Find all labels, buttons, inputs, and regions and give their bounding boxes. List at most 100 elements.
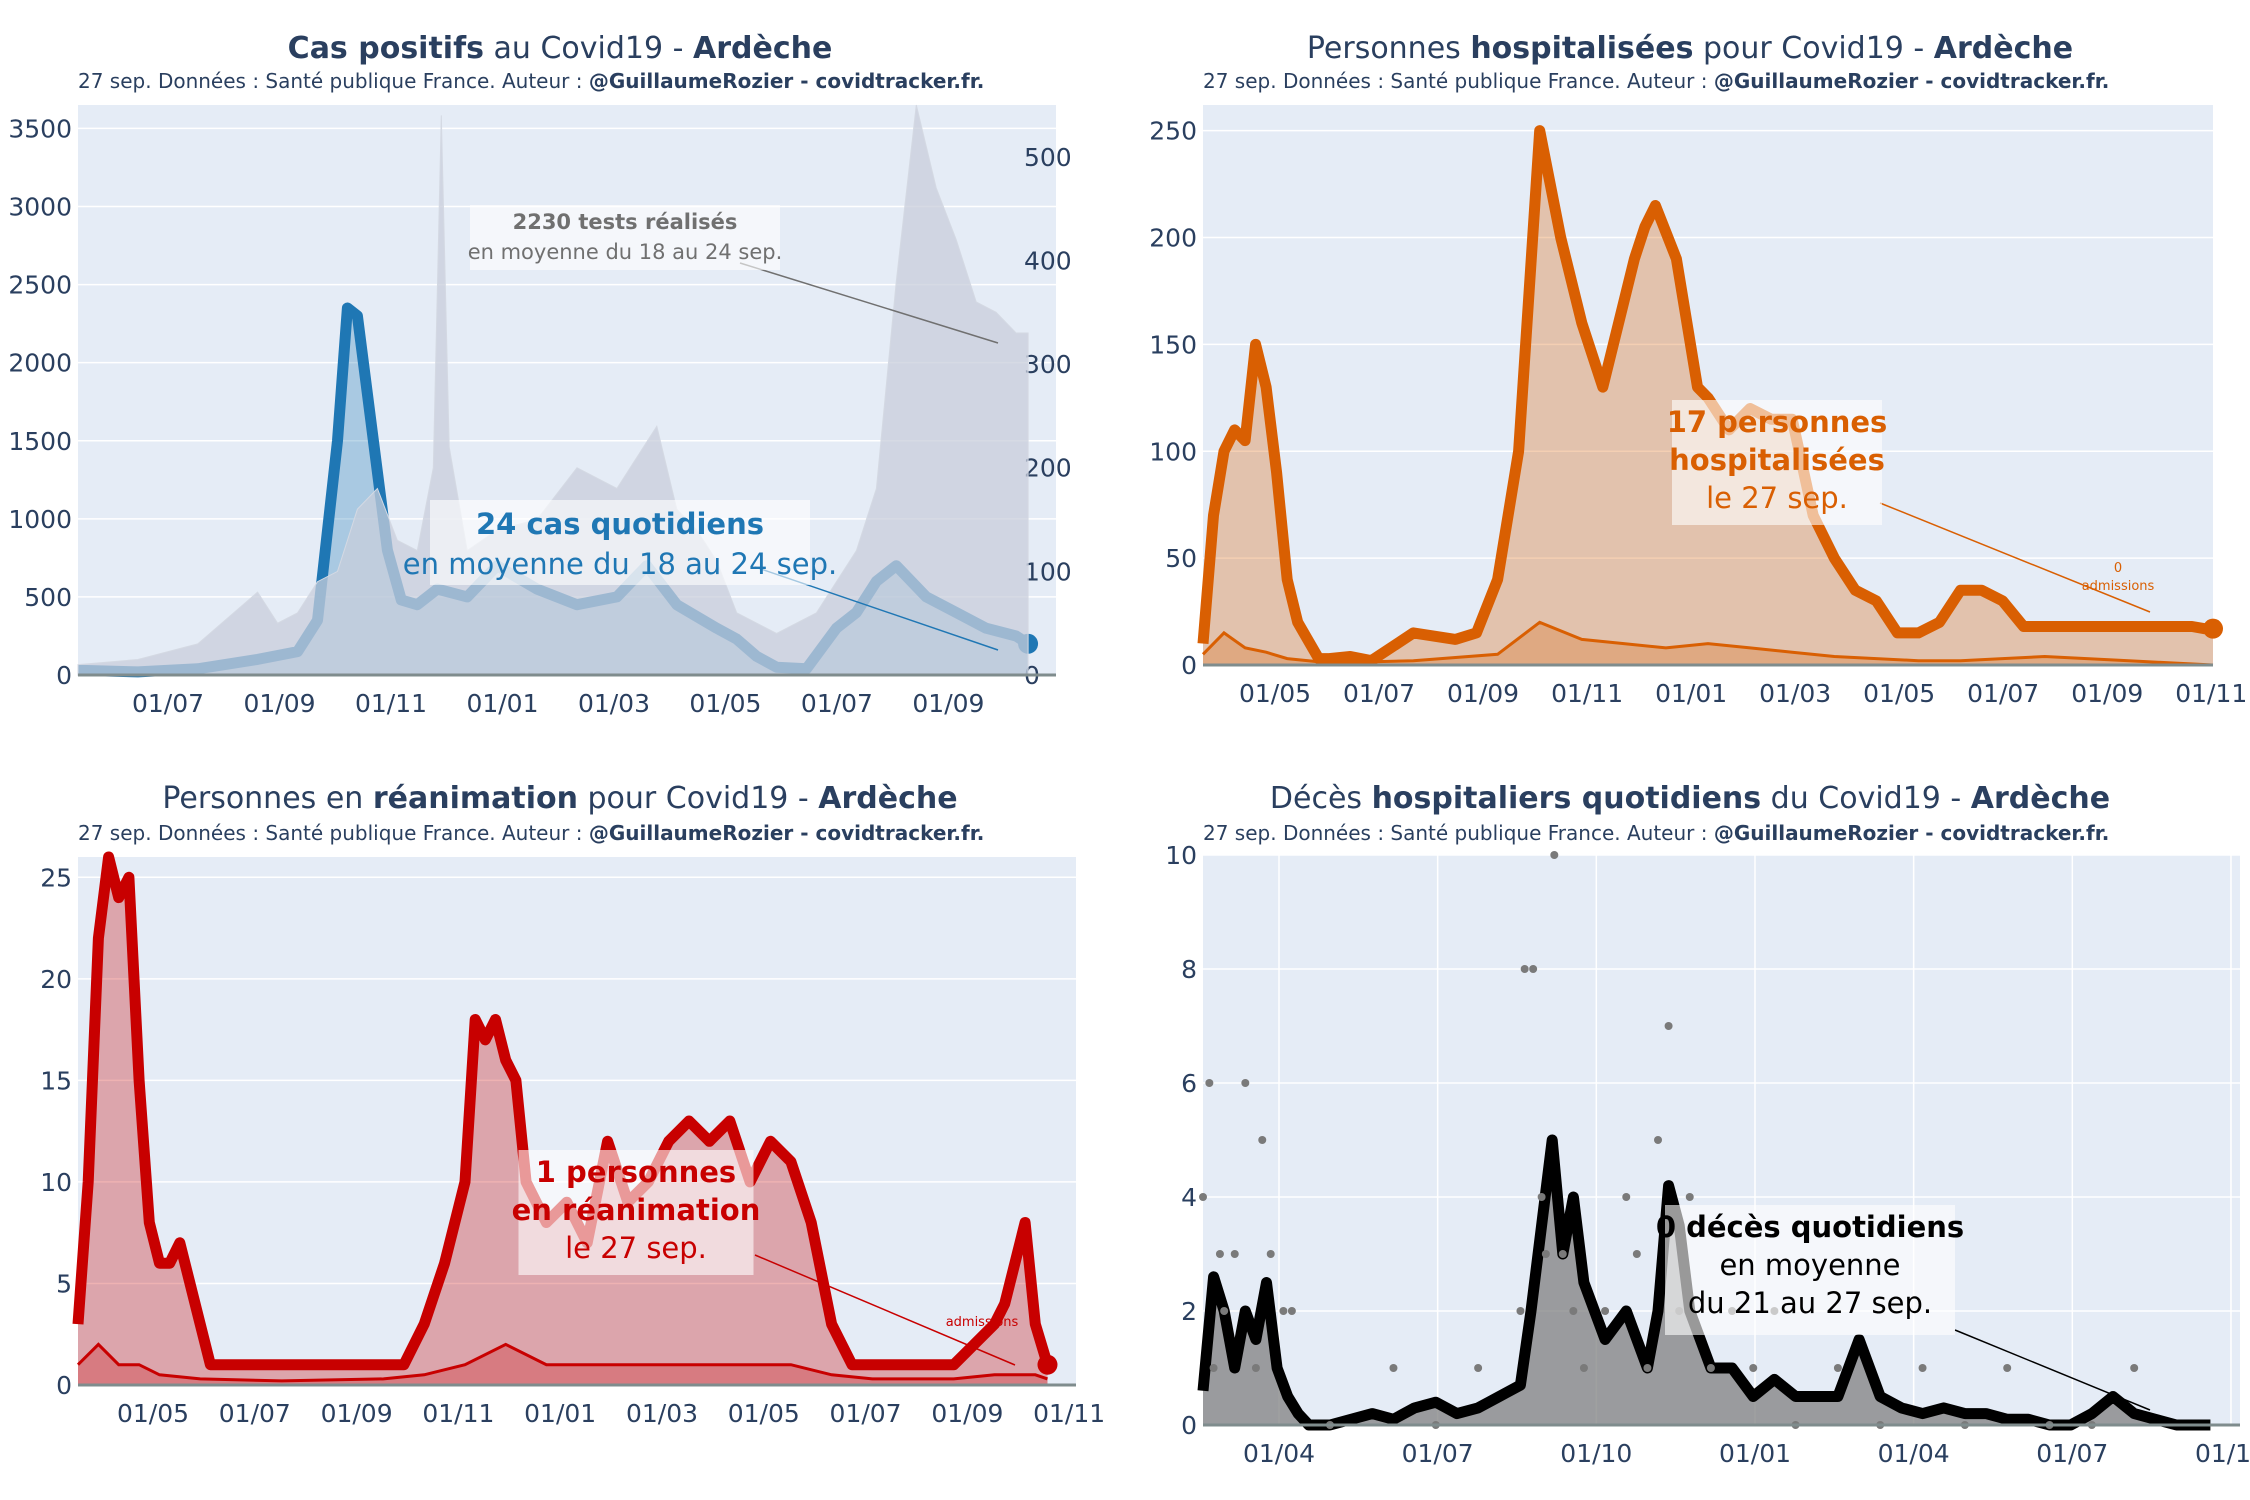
x-tick-label: 01/11 (2175, 679, 2247, 708)
annotation-text: admissions (946, 1315, 1019, 1330)
title-part: hospitaliers quotidiens (1372, 781, 1762, 816)
series-line (72, 851, 1053, 1371)
death-point (1654, 1136, 1663, 1144)
x-tick-label: 01/07 (801, 689, 873, 718)
death-point (1643, 1364, 1652, 1372)
y-tick-label: 1000 (8, 505, 72, 534)
chart-deces: Décès hospitaliers quotidiens du Covid19… (1165, 781, 2250, 1468)
y-tick-label: 5 (56, 1269, 72, 1298)
title-part: Ardèche (693, 31, 832, 66)
title-part: Cas positifs (288, 31, 484, 66)
death-point (1749, 1364, 1758, 1372)
title-part: Décès (1270, 781, 1372, 816)
annotation-text: 0 (2114, 561, 2122, 576)
y-tick-label: 10 (40, 1168, 72, 1197)
death-point (1550, 851, 1559, 859)
y-tick-label: 250 (1149, 117, 1197, 146)
source-line: 27 sep. Données : Santé publique France.… (1203, 69, 2109, 93)
x-tick-label: 01/09 (2071, 679, 2143, 708)
y-tick-label: 25 (40, 863, 72, 892)
x-tick-label: 01/11 (422, 1399, 494, 1428)
death-point (1215, 1250, 1224, 1258)
x-tick-label: 01/07 (1343, 679, 1415, 708)
source-line: 27 sep. Données : Santé publique France.… (78, 821, 984, 845)
x-tick-label: 01/05 (117, 1399, 189, 1428)
annotation-text: le 27 sep. (565, 1231, 707, 1265)
y-tick-label: 6 (1181, 1069, 1197, 1098)
y-tick-label: 8 (1181, 955, 1197, 984)
x-tick-label: 01/05 (1239, 679, 1311, 708)
annotation-text: 24 cas quotidiens (476, 507, 764, 541)
death-point (1685, 1193, 1694, 1201)
death-point (1389, 1364, 1398, 1372)
x-tick-label: 01/01 (466, 689, 538, 718)
series-line (1197, 1134, 2211, 1431)
y-tick-label: 4 (1181, 1183, 1197, 1212)
x-tick-label: 01/01 (1719, 1439, 1791, 1468)
admissions-line (76, 1342, 1048, 1383)
x-tick-label: 01/07 (219, 1399, 291, 1428)
x-tick-label: 01/11 (1551, 679, 1623, 708)
y-tick-label: 10 (1165, 841, 1197, 870)
series-line (1197, 125, 2213, 667)
chart-title: Personnes hospitalisées pour Covid19 - A… (1307, 31, 2073, 66)
x-tick-label: 01/04 (1243, 1439, 1315, 1468)
title-part: au Covid19 - (484, 31, 693, 66)
y-tick-label: 0 (1181, 1411, 1197, 1440)
x-tick-label: 01/03 (626, 1399, 698, 1428)
y-tick-label: 2000 (8, 349, 72, 378)
source-prefix: 27 sep. Données : Santé publique France.… (1203, 69, 1714, 93)
x-tick-label: 01/07 (1967, 679, 2039, 708)
x-tick-label: 01/01 (1655, 679, 1727, 708)
annotation-arrow (754, 1254, 1016, 1366)
y-tick-label: 2 (1181, 1297, 1197, 1326)
plot-area (1203, 105, 2213, 665)
death-point (1664, 1022, 1673, 1030)
death-point (1279, 1307, 1288, 1315)
x-tick-label: 01/07 (132, 689, 204, 718)
plot-area (78, 857, 1076, 1385)
x-tick-label: 01/05 (728, 1399, 800, 1428)
annotation-text: en moyenne du 18 au 24 sep. (403, 547, 837, 581)
death-point (1220, 1307, 1229, 1315)
y-tick-label: 3500 (8, 114, 72, 143)
y-tick-label: 200 (1149, 224, 1197, 253)
death-point (1622, 1193, 1631, 1201)
annotation-arrow (1954, 1329, 2151, 1411)
annotation-text: 0 décès quotidiens (1656, 1210, 1964, 1244)
x-tick-label: 01/09 (912, 689, 984, 718)
death-point (1541, 1250, 1550, 1258)
chart-reanimations: Personnes en réanimation pour Covid19 - … (40, 781, 1105, 1428)
admissions-line (1201, 620, 2214, 667)
source-author: @GuillaumeRozier - covidtracker.fr. (1714, 821, 2109, 845)
source-line: 27 sep. Données : Santé publique France.… (1203, 821, 2109, 845)
y-tick-label: 500 (24, 583, 72, 612)
source-line: 27 sep. Données : Santé publique France.… (78, 69, 984, 93)
death-point (1537, 1193, 1546, 1201)
y-tick-label: 3000 (8, 193, 72, 222)
annotation-box (470, 205, 780, 270)
death-point (1632, 1250, 1641, 1258)
x-tick-label: 01/03 (1759, 679, 1831, 708)
death-point (1529, 965, 1538, 973)
x-tick-label: 01/10 (2195, 1439, 2250, 1468)
chart-title: Cas positifs au Covid19 - Ardèche (288, 31, 833, 66)
death-point (1287, 1307, 1296, 1315)
title-part: Ardèche (1971, 781, 2110, 816)
chart-cases: Cas positifs au Covid19 - Ardèche 27 sep.… (8, 31, 1071, 718)
chart-hospitalisations: Personnes hospitalisées pour Covid19 - A… (1149, 31, 2247, 708)
source-prefix: 27 sep. Données : Santé publique France.… (1203, 821, 1714, 845)
source-author: @GuillaumeRozier - covidtracker.fr. (589, 821, 984, 845)
x-tick-label: 01/07 (2036, 1439, 2108, 1468)
death-point (1266, 1250, 1275, 1258)
y-tick-label: 150 (1149, 330, 1197, 359)
death-point (1230, 1250, 1239, 1258)
chart-title: Personnes en réanimation pour Covid19 - … (162, 781, 957, 816)
title-part: pour Covid19 - (578, 781, 818, 816)
y2-tick-label: 400 (1024, 246, 1072, 275)
y-tick-label: 20 (40, 965, 72, 994)
death-point (1258, 1136, 1267, 1144)
annotation-text: le 27 sep. (1706, 481, 1848, 515)
